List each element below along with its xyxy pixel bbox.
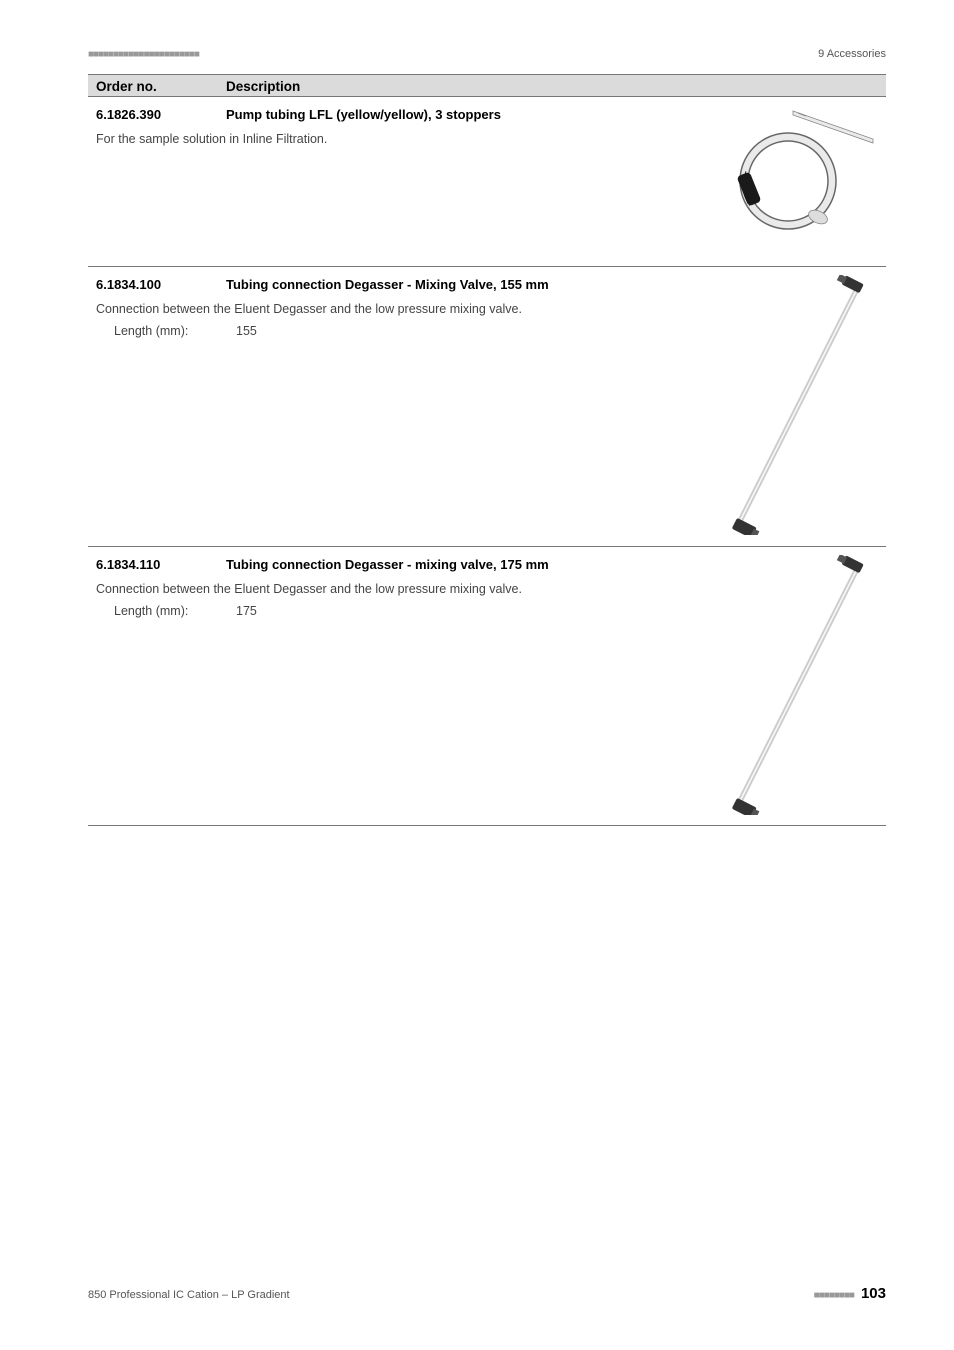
product-image: [698, 101, 878, 251]
entry-desc: Connection between the Eluent Degasser a…: [96, 582, 522, 596]
header-ticks: ■■■■■■■■■■■■■■■■■■■■■■: [88, 49, 199, 60]
col-header-order: Order no.: [96, 79, 226, 94]
accessory-entry: 6.1834.110 Tubing connection Degasser - …: [88, 546, 886, 826]
running-header: ■■■■■■■■■■■■■■■■■■■■■■ 9 Accessories: [88, 48, 886, 60]
page-footer: 850 Professional IC Cation – LP Gradient…: [88, 1285, 886, 1302]
spec-label: Length (mm):: [96, 602, 236, 620]
footer-doc-title: 850 Professional IC Cation – LP Gradient: [88, 1289, 290, 1301]
tubing-illustration: [732, 555, 864, 815]
pump-tubing-illustration: [737, 111, 873, 229]
page-number: 103: [861, 1285, 886, 1302]
spec-label: Length (mm):: [96, 322, 236, 340]
table-header-row: Order no. Description: [88, 74, 886, 96]
product-image: [698, 555, 878, 815]
accessory-entry: 6.1826.390 Pump tubing LFL (yellow/yello…: [88, 96, 886, 266]
spec-value: 155: [236, 322, 257, 340]
col-header-desc: Description: [226, 79, 878, 94]
accessory-entry: 6.1834.100 Tubing connection Degasser - …: [88, 266, 886, 546]
order-number: 6.1834.110: [96, 557, 226, 572]
spec-value: 175: [236, 602, 257, 620]
tubing-illustration: [732, 275, 864, 535]
product-image: [698, 275, 878, 535]
order-number: 6.1826.390: [96, 107, 226, 122]
footer-ticks: ■■■■■■■■: [814, 1290, 854, 1301]
header-section: 9 Accessories: [818, 48, 886, 60]
entry-desc: Connection between the Eluent Degasser a…: [96, 302, 522, 316]
order-number: 6.1834.100: [96, 277, 226, 292]
